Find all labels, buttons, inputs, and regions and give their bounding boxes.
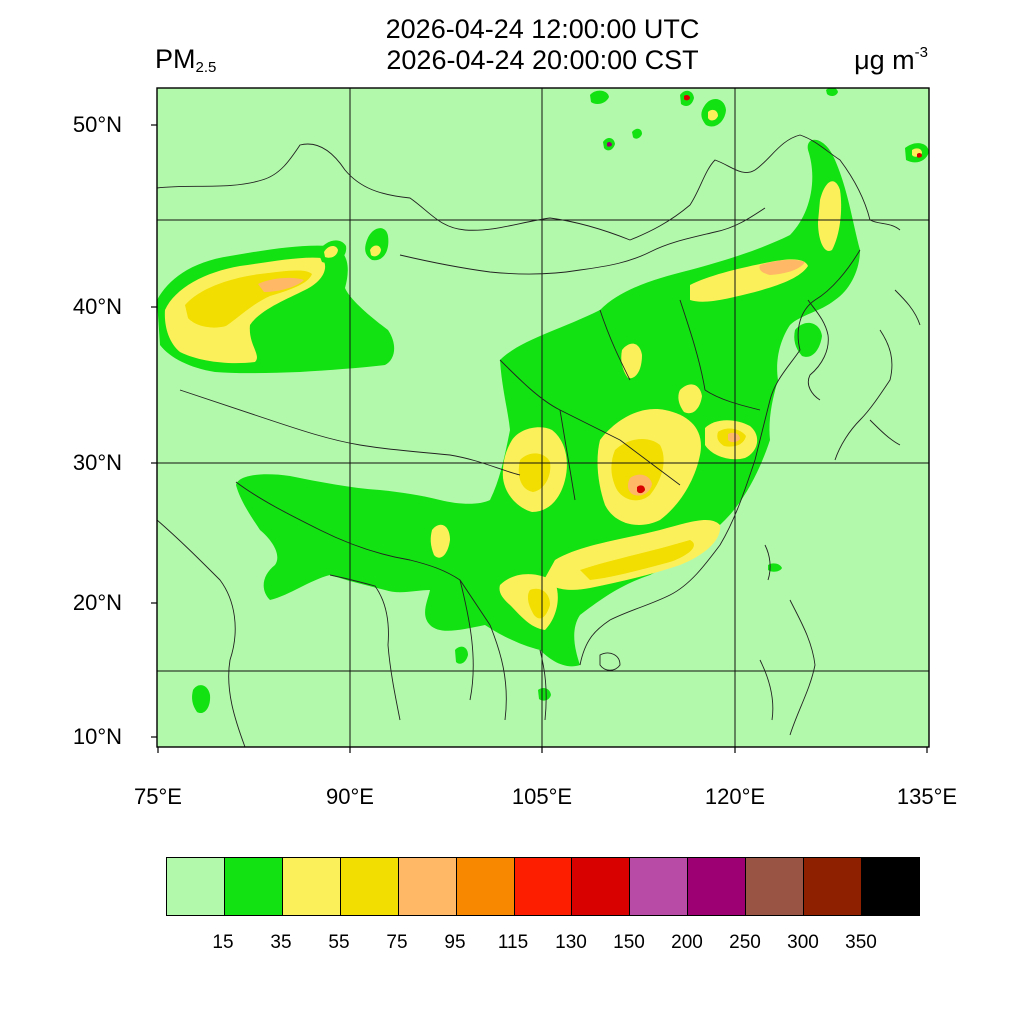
hainan-coast: [599, 652, 621, 671]
contour-dzungaria-core: [370, 245, 381, 257]
lat-label-30n: 30°N: [72, 450, 122, 475]
province-lines: [499, 299, 761, 501]
colorbar-label: 75: [386, 932, 408, 953]
korea-coast: [807, 299, 829, 401]
unit-base: μg m: [854, 45, 915, 75]
contour-taiwan: [768, 563, 782, 572]
contour-beijing-tan: [759, 259, 805, 275]
contour-shanxi-yellow: [621, 343, 642, 379]
lon-label-105e: 105°E: [511, 784, 573, 809]
philippines-coast: [759, 599, 816, 736]
lon-label-90e: 90°E: [326, 784, 374, 809]
colorbar-box: [223, 857, 283, 916]
contour-mongolia-core-1: [708, 109, 718, 121]
colorbar-box: [513, 857, 573, 916]
unit-label: μg m-3: [854, 44, 928, 76]
lat-label-50n: 50°N: [72, 112, 122, 137]
colorbar-box: [571, 857, 631, 916]
contour-mongolia-hotspot-1: [684, 94, 690, 101]
contour-south-china-gold: [580, 540, 694, 580]
unit-exponent: -3: [914, 44, 928, 61]
colorbar-label: 35: [270, 932, 292, 953]
graticule: [157, 88, 929, 747]
colorbar-box: [166, 857, 225, 916]
colorbar-box: [397, 857, 457, 916]
lat-label-20n: 20°N: [72, 590, 122, 615]
bay-of-bengal-coast: [329, 574, 401, 721]
india-borders: [157, 519, 246, 747]
japan-coast: [834, 289, 921, 461]
china-north-border: [157, 134, 901, 241]
colorbar-label: 250: [729, 932, 761, 953]
contour-tarim-tan: [258, 277, 304, 292]
tick-marks: [151, 124, 928, 753]
colorbar-label: 55: [328, 932, 350, 953]
map-title: 2026-04-24 12:00:00 UTC 2026-04-24 20:00…: [300, 14, 785, 76]
contour-mongolia-hotspot-2: [607, 141, 612, 147]
colorbar-label: 130: [555, 932, 587, 953]
contour-xinjiang-small-core: [324, 246, 338, 258]
variable-label: PM2.5: [155, 44, 216, 76]
contour-mongolia-3: [590, 90, 609, 105]
contour-arctic-tip: [826, 88, 838, 97]
colorbar-label: 200: [671, 932, 703, 953]
colorbar-box: [629, 857, 689, 916]
lat-label-40n: 40°N: [72, 294, 122, 319]
contour-northeast-yellow: [818, 181, 842, 251]
lat-label-10n: 10°N: [72, 724, 122, 749]
contour-india-west: [192, 685, 211, 714]
colorbar-box: [687, 857, 747, 916]
contour-west-yellow: [430, 524, 450, 558]
colorbar: [166, 857, 920, 916]
contour-yangtze-tan: [728, 432, 740, 443]
east-coast: [579, 249, 861, 666]
contour-central-tan: [627, 474, 652, 496]
contour-myanmar: [455, 646, 468, 664]
contour-central-red: [637, 485, 645, 494]
indochina-borders: [459, 579, 547, 721]
boundaries: [157, 134, 921, 747]
colorbar-label: 95: [444, 932, 466, 953]
variable-subscript: 2.5: [195, 59, 217, 76]
colorbar-box: [455, 857, 515, 916]
title-cst: 2026-04-24 20:00:00 CST: [386, 45, 699, 75]
himalaya-border: [235, 481, 491, 626]
contour-korea: [794, 322, 822, 357]
mongolia-south-border: [399, 207, 766, 275]
title-utc: 2026-04-24 12:00:00 UTC: [385, 14, 700, 44]
colorbar-box: [861, 857, 920, 916]
colorbar-label: 150: [613, 932, 645, 953]
variable-name: PM: [155, 44, 196, 74]
contour-henan-yellow: [678, 384, 702, 414]
tibet-border: [179, 389, 521, 476]
colorbar-box: [281, 857, 341, 916]
colorbar-box: [803, 857, 863, 916]
colorbar-box: [339, 857, 399, 916]
colorbar-label: 300: [787, 932, 819, 953]
colorbar-label: 15: [212, 932, 234, 953]
contour-mongolia-5: [632, 128, 642, 139]
contour-amur-hotspot: [917, 152, 922, 158]
colorbar-label: 115: [497, 932, 529, 953]
colorbar-box: [745, 857, 805, 916]
map-frame: [156, 87, 930, 748]
lon-label-135e: 135°E: [896, 784, 958, 809]
map-field: [157, 88, 929, 747]
contour-yunnan-gold: [527, 588, 550, 619]
lon-label-75e: 75°E: [134, 784, 182, 809]
lon-label-120e: 120°E: [704, 784, 766, 809]
contour-vietnam: [538, 687, 551, 701]
colorbar-label: 350: [845, 932, 877, 953]
taiwan-coast: [764, 544, 771, 581]
